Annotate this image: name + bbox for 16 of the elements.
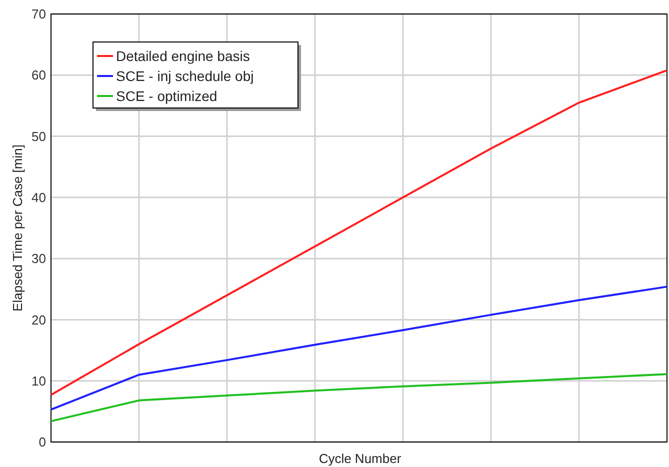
y-axis-title: Elapsed Time per Case [min] [10, 144, 25, 312]
y-tick-label: 40 [32, 190, 46, 205]
y-tick-label: 60 [32, 68, 46, 83]
line-series [50, 373, 668, 422]
legend-label: Detailed engine basis [116, 48, 250, 64]
y-tick-label: 30 [32, 251, 46, 266]
legend-label: SCE - optimized [116, 88, 218, 104]
line-series [50, 69, 668, 396]
y-tick-label: 10 [32, 373, 46, 388]
legend-label: SCE - inj schedule obj [116, 68, 254, 84]
y-tick-label: 0 [38, 434, 46, 450]
y-tick-label: 20 [32, 312, 46, 328]
line-series [50, 286, 668, 411]
x-axis-title: Cycle Number [318, 451, 402, 466]
y-tick-label: 50 [32, 128, 46, 144]
y-tick-label: 70 [32, 6, 46, 22]
